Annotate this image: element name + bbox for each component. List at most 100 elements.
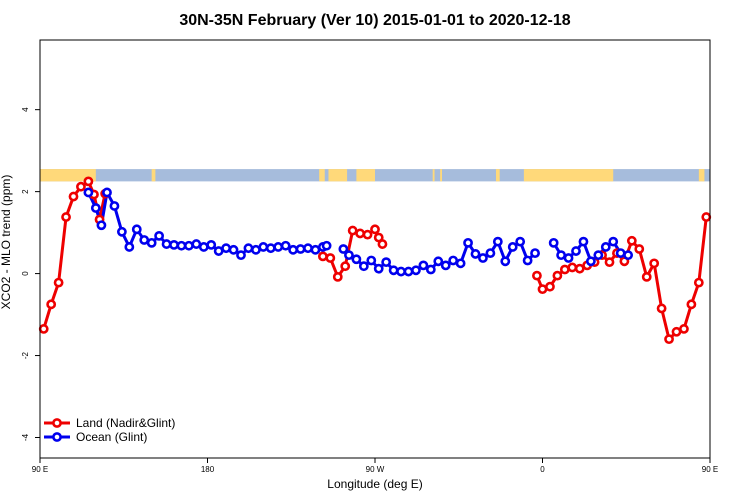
series-0-point (362, 229, 373, 240)
series-0-point (641, 271, 652, 282)
series-1-point (358, 261, 369, 272)
series-1-point (373, 263, 384, 274)
series-1-point (485, 248, 496, 258)
series-1-point (131, 224, 142, 235)
series-1-point (418, 260, 429, 271)
y-tick-label: 4 (21, 107, 30, 112)
y-axis: -4 -2 0 2 4 (21, 107, 40, 441)
series-0-point (626, 235, 637, 246)
land-band-5 (432, 169, 435, 182)
series-1-point (295, 244, 306, 254)
series-1-point (146, 237, 157, 248)
series-1-point (381, 257, 392, 268)
series-1-point (530, 248, 540, 258)
y-tick-label: -2 (21, 351, 30, 359)
series-1-point (492, 236, 503, 247)
series-0-point (317, 251, 328, 262)
legend-label-1: Ocean (Glint) (76, 430, 147, 444)
series-1-point (608, 236, 619, 247)
series-0-point (559, 264, 570, 275)
land-band-0 (40, 169, 96, 182)
series-0-point (604, 257, 615, 268)
series-1-point (213, 246, 224, 256)
series-0-point (701, 212, 712, 222)
series-1-point (578, 236, 589, 247)
land-band-4 (356, 169, 375, 182)
series-1-point (455, 258, 466, 269)
series-1-point (265, 243, 276, 254)
series-1-point (109, 201, 120, 211)
series-1-point (206, 240, 217, 250)
x-tick-label: 180 (201, 465, 215, 474)
series-1-point (515, 236, 526, 247)
series-0-point (664, 334, 674, 345)
series-0-point (61, 212, 71, 222)
series-1-point (236, 250, 246, 261)
series-0-point (545, 281, 555, 292)
series-1-point (478, 253, 488, 263)
series-1-point (338, 244, 349, 254)
x-tick-label: 90 W (366, 465, 385, 474)
series-1-point (507, 242, 518, 252)
land-band-7 (495, 169, 500, 182)
series-1-point (280, 240, 291, 251)
series-1-point (411, 265, 421, 276)
series-1-point (228, 244, 239, 255)
x-tick-label: 0 (540, 465, 545, 474)
series-1-point (366, 255, 377, 266)
series-1-point (124, 242, 135, 252)
series-1-point (440, 260, 451, 271)
legend: Land (Nadir&Glint)Ocean (Glint) (44, 416, 175, 444)
surface-band (40, 169, 710, 182)
series-0-point (332, 271, 343, 282)
series-1-point (388, 265, 399, 276)
series-1-point (116, 226, 127, 237)
legend-marker-1 (52, 432, 62, 442)
series-1-point (83, 187, 94, 198)
series-1-point (90, 203, 101, 213)
series-1-point (433, 256, 444, 267)
series-1-point (344, 250, 354, 261)
series-0-point (68, 191, 79, 202)
land-band-2 (319, 169, 325, 182)
series-0-point (552, 270, 563, 281)
land-band-3 (328, 169, 348, 182)
series-0-point (355, 228, 366, 239)
series-0-line-3 (535, 216, 708, 341)
series-1-point (556, 250, 567, 261)
series-1-point (396, 266, 406, 277)
series-1-point (448, 255, 459, 266)
series-1-point (585, 256, 596, 267)
land-band-9 (698, 169, 705, 182)
series-1-point (161, 239, 172, 249)
y-tick-label: 0 (21, 271, 30, 276)
land-band-8 (523, 169, 614, 182)
series-0-point (340, 261, 351, 272)
series-1-point (198, 242, 209, 252)
series-1-point (593, 250, 604, 261)
series-0-point (567, 262, 578, 273)
land-band-1 (151, 169, 156, 182)
chart-title: 30N-35N February (Ver 10) 2015-01-01 to … (179, 12, 570, 29)
x-axis-label: Longitude (deg E) (327, 477, 422, 491)
series-1-point (522, 255, 533, 266)
series-1-point (221, 243, 232, 254)
series-1-point (288, 244, 299, 255)
series-1-point (463, 237, 473, 248)
series-0-point (370, 224, 380, 235)
series-1-point (321, 240, 332, 251)
series-1-point (470, 249, 481, 259)
series-1-point (102, 187, 112, 198)
series-1-point (623, 250, 634, 261)
series-1-point (176, 240, 187, 251)
series-1-point (310, 244, 321, 255)
land-band-6 (440, 169, 442, 182)
series-0-point (53, 277, 64, 288)
series-0-point (574, 263, 585, 274)
series-1-point (600, 242, 611, 252)
x-axis: 90 E 180 90 W 0 90 E (32, 458, 718, 474)
series-0-point (83, 176, 94, 187)
series-1-point (563, 253, 574, 263)
y-tick-label: 2 (21, 189, 30, 194)
